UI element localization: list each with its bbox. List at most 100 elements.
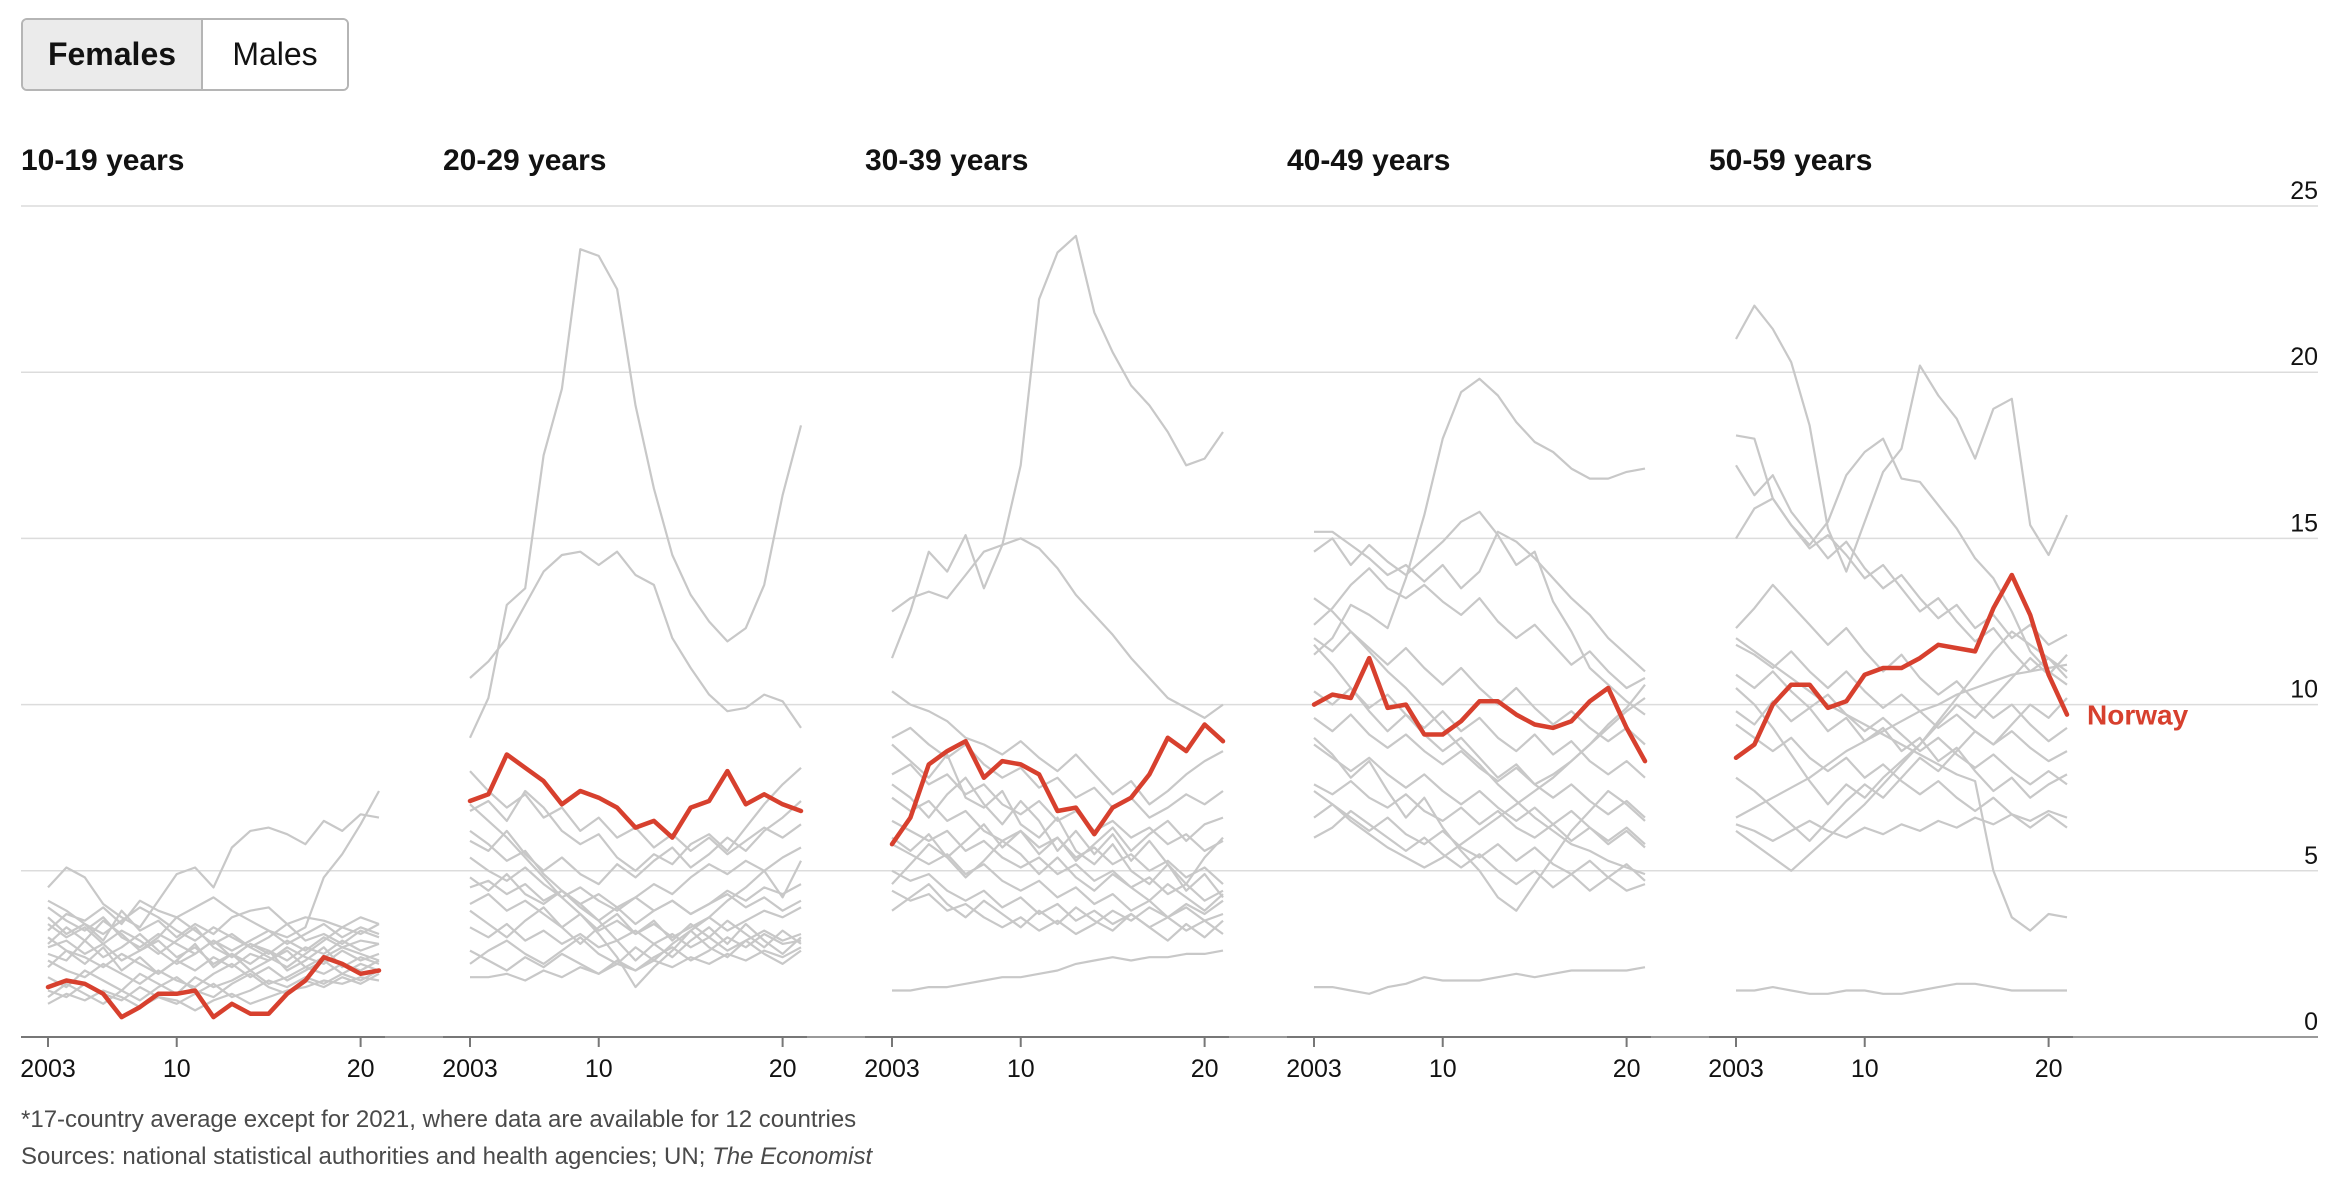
country-line — [47, 790, 380, 939]
country-line — [891, 726, 1224, 819]
y-axis: 0 5 10 15 20 25 — [2290, 177, 2318, 1036]
norway-line — [45, 954, 382, 1020]
country-line — [891, 839, 1224, 912]
country-line — [469, 248, 803, 739]
country-line — [1313, 809, 1646, 892]
x-tick-label: 10 — [585, 1055, 613, 1083]
x-tick-label: 20 — [769, 1055, 797, 1083]
country-line — [1735, 637, 2068, 932]
toggle-males-button[interactable]: Males — [203, 20, 347, 89]
x-tick-label: 10 — [1429, 1055, 1457, 1083]
panel-title: 50-59 years — [1709, 144, 1872, 177]
country-line — [1735, 304, 2068, 573]
country-line — [1313, 697, 1646, 869]
panel-2: 20-29 years 2003 10 20 — [442, 144, 807, 1083]
country-line — [1735, 809, 2068, 842]
country-line — [891, 743, 1224, 899]
country-line — [1313, 644, 1646, 786]
x-tick-label: 20 — [2035, 1055, 2063, 1083]
panel-4: 40-49 years 2003 10 20 — [1286, 144, 1651, 1083]
country-line — [1313, 803, 1646, 882]
country-line — [1314, 530, 1646, 673]
panel-title: 40-49 years — [1287, 144, 1450, 177]
norway-line — [1311, 655, 1648, 764]
country-line — [47, 942, 380, 975]
country-line — [469, 929, 802, 965]
country-line — [891, 763, 1224, 852]
x-tick-label: 10 — [1851, 1055, 1879, 1083]
y-tick-label: 5 — [2304, 842, 2318, 870]
country-line — [47, 959, 380, 995]
y-tick-label: 0 — [2304, 1008, 2318, 1036]
country-line — [891, 883, 1224, 942]
country-line — [469, 550, 802, 729]
panel-title: 10-19 years — [21, 144, 184, 177]
x-tick-label: 20 — [1613, 1055, 1641, 1083]
x-tick-label: 2003 — [864, 1055, 920, 1083]
country-line — [1313, 597, 1646, 876]
country-line — [1735, 434, 2068, 686]
panel-title: 30-39 years — [865, 144, 1028, 177]
x-tick-label: 10 — [163, 1055, 191, 1083]
gridlines — [21, 205, 2318, 1038]
country-line — [469, 879, 802, 916]
country-line — [469, 846, 802, 912]
country-line — [891, 889, 1224, 936]
country-line — [1735, 663, 2068, 819]
country-line — [890, 234, 1224, 659]
sex-toggle: Females Males — [21, 18, 349, 91]
country-line — [470, 946, 802, 982]
country-line — [1735, 497, 2068, 679]
x-tick-label: 2003 — [1286, 1055, 1342, 1083]
x-tick-label: 20 — [347, 1055, 375, 1083]
country-line — [1735, 630, 2068, 872]
country-line — [47, 906, 380, 955]
country-line — [1313, 736, 1646, 912]
panel-title: 20-29 years — [443, 144, 606, 177]
country-line — [1736, 982, 2067, 995]
country-line — [1735, 653, 2068, 806]
country-line — [47, 936, 380, 975]
y-tick-label: 20 — [2290, 343, 2318, 371]
norway-label: Norway — [2087, 700, 2189, 731]
country-line — [469, 830, 802, 962]
norway-line — [889, 722, 1226, 847]
country-line — [891, 819, 1224, 902]
country-line — [469, 770, 802, 856]
toggle-females-button[interactable]: Females — [23, 20, 203, 89]
x-tick-label: 20 — [1191, 1055, 1219, 1083]
country-line — [47, 916, 380, 952]
x-tick-label: 2003 — [442, 1055, 498, 1083]
norway-line — [467, 752, 804, 840]
country-line — [1735, 643, 2068, 763]
country-line — [1313, 713, 1646, 819]
sources-note: Sources: national statistical authoritie… — [21, 1143, 872, 1171]
country-line — [1314, 966, 1646, 995]
country-line — [47, 813, 380, 929]
y-tick-label: 25 — [2290, 177, 2318, 205]
country-line — [1735, 583, 2068, 743]
x-tick-label: 2003 — [20, 1055, 76, 1083]
sources-publisher: The Economist — [712, 1143, 873, 1170]
country-line — [891, 690, 1224, 806]
country-line — [469, 932, 802, 975]
country-line — [1313, 510, 1646, 716]
country-line — [1735, 700, 2068, 799]
country-line — [469, 803, 802, 989]
country-line — [47, 972, 380, 1005]
country-line — [469, 873, 802, 926]
sources-prefix: Sources: national statistical authoritie… — [21, 1143, 713, 1170]
country-line — [1313, 377, 1646, 656]
country-line — [891, 843, 1224, 922]
country-line — [47, 923, 380, 959]
x-tick-label: 10 — [1007, 1055, 1035, 1083]
country-line — [891, 776, 1224, 886]
country-line — [47, 976, 380, 1012]
x-tick-label: 2003 — [1708, 1055, 1764, 1083]
panel-3: 30-39 years 2003 10 20 — [864, 144, 1229, 1083]
norway-line — [1733, 572, 2070, 761]
y-tick-label: 15 — [2290, 509, 2318, 537]
country-line — [892, 949, 1224, 992]
